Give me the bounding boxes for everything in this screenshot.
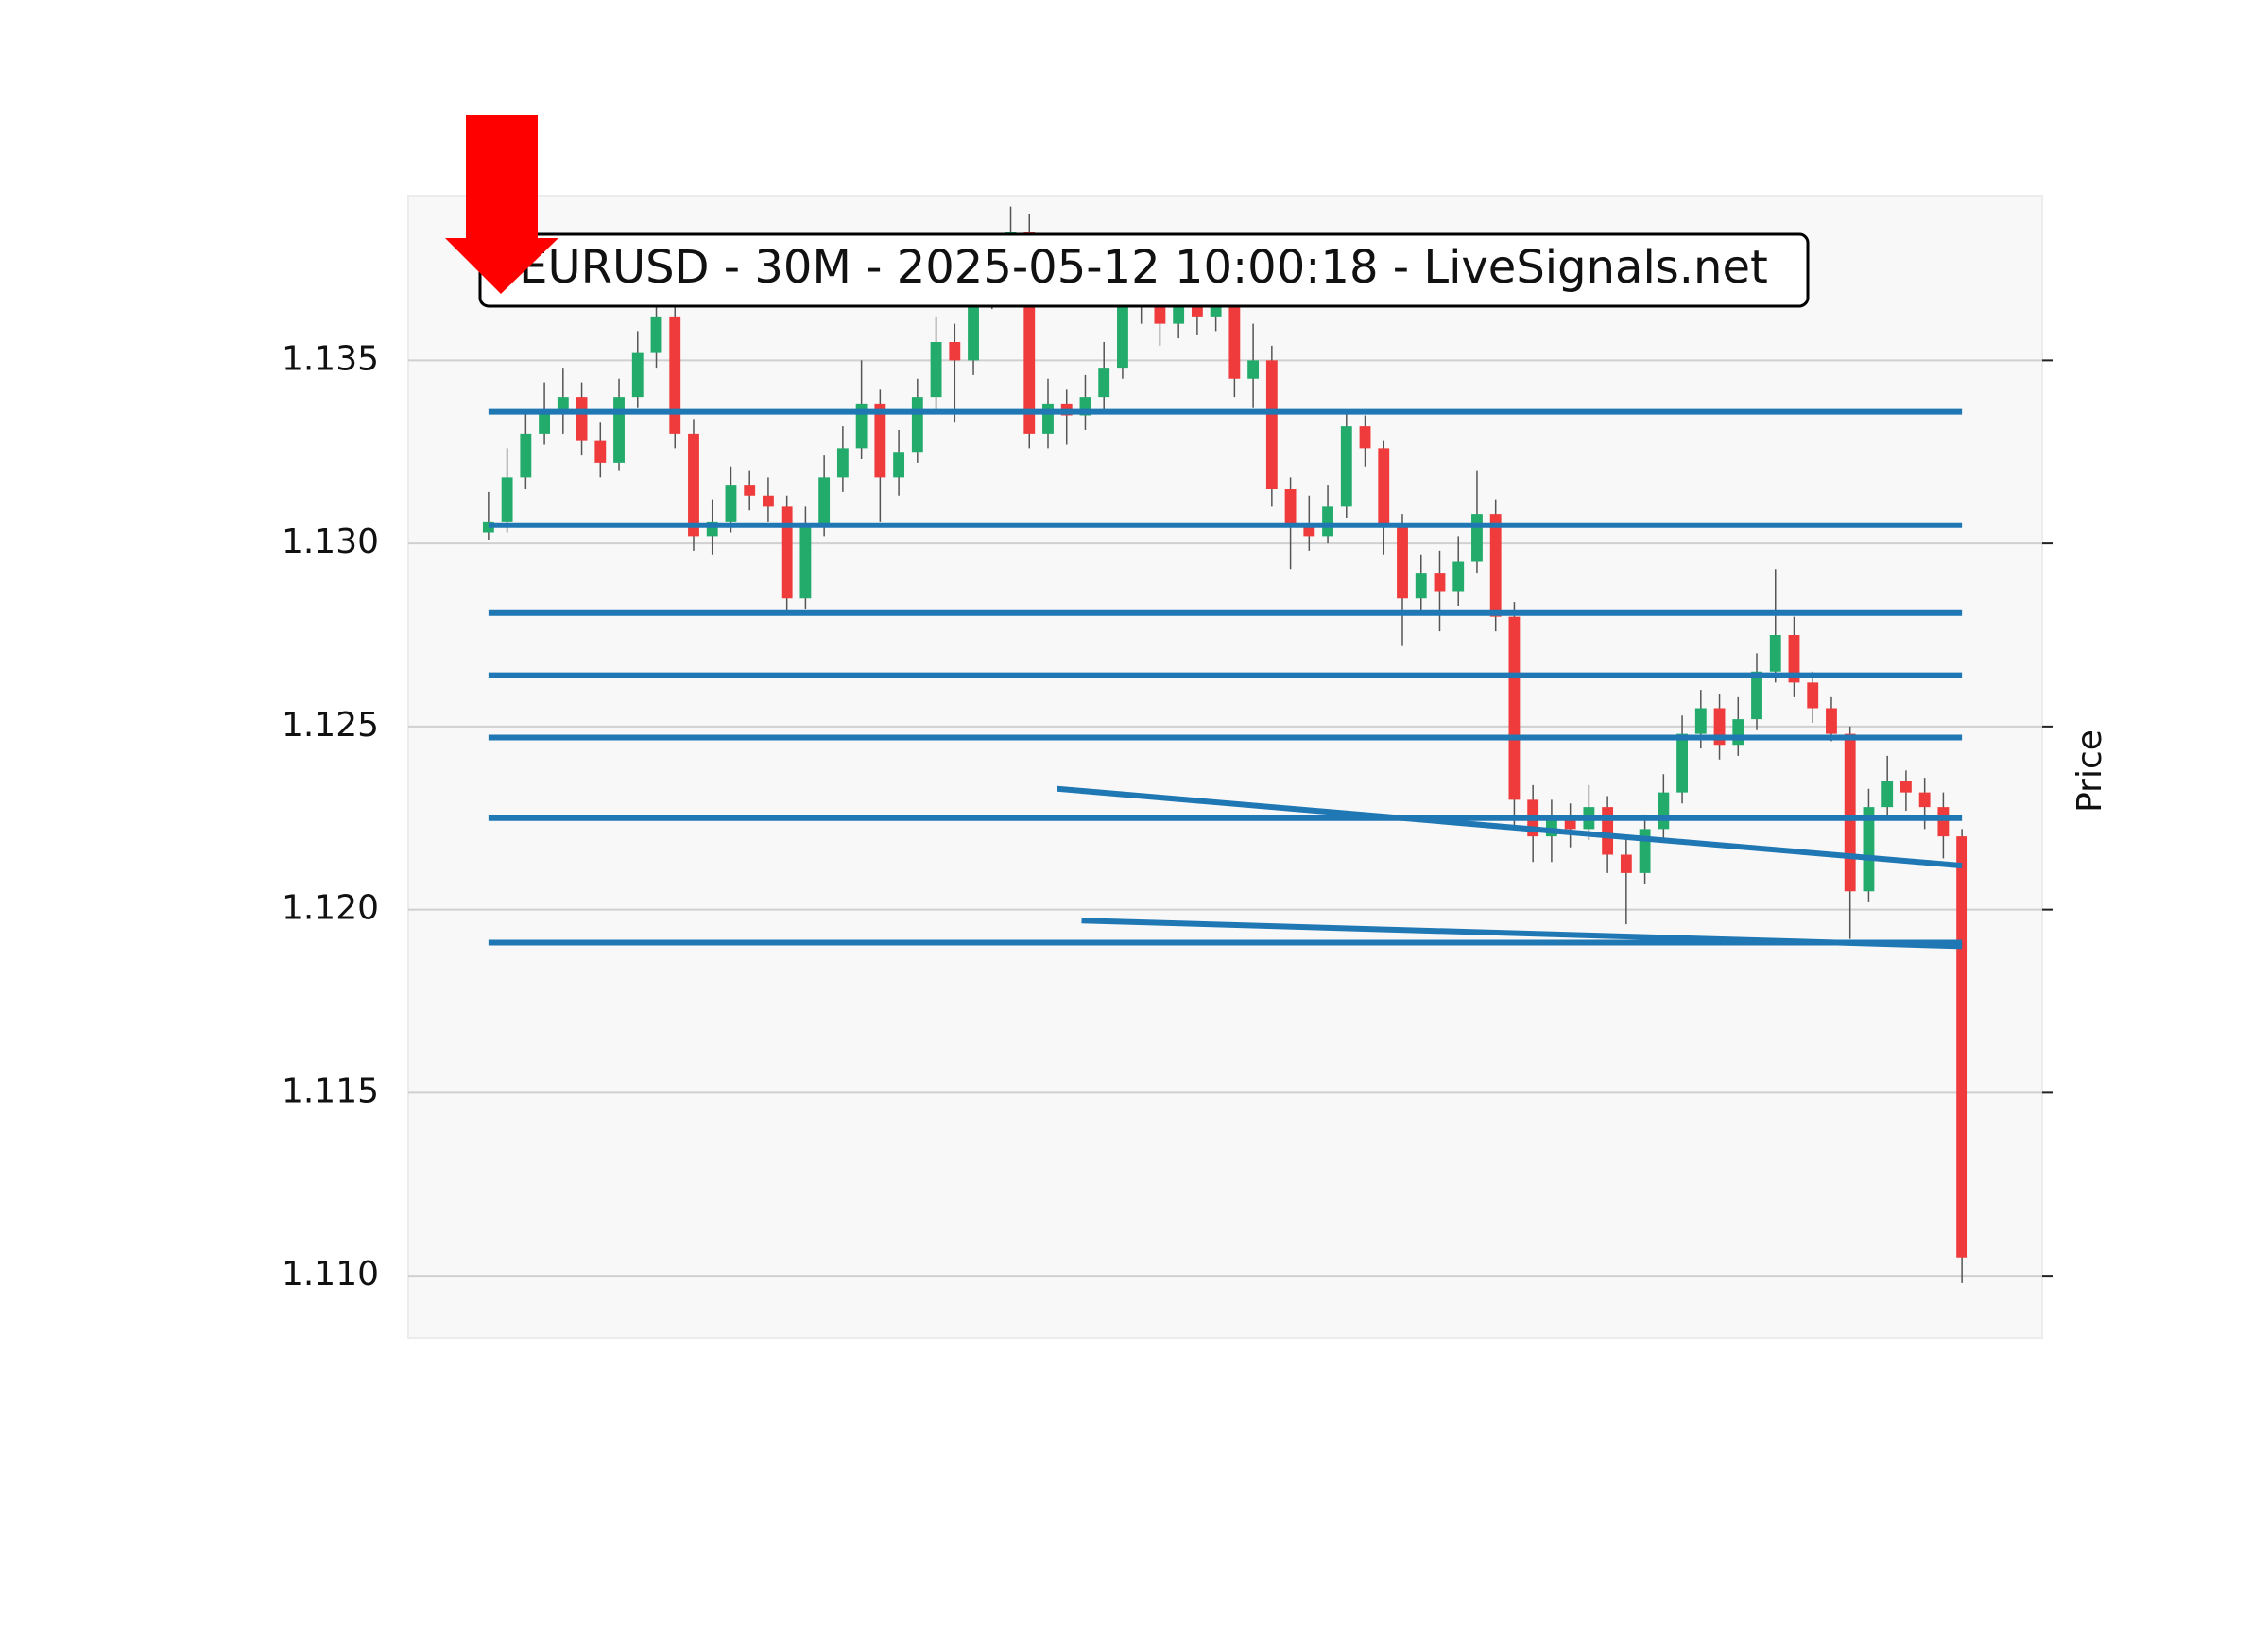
candle-body — [1023, 232, 1036, 434]
candle-body — [1545, 817, 1557, 837]
y-tick-label: 1.130 — [282, 523, 379, 561]
candle-body — [1284, 489, 1297, 525]
candle-body — [763, 495, 774, 507]
candle-body — [1863, 807, 1875, 892]
candle-body — [1620, 854, 1632, 873]
candle-body — [1471, 514, 1483, 562]
candle-body — [1415, 573, 1427, 599]
candle-body — [1210, 305, 1222, 317]
candle-body — [836, 448, 849, 478]
candle-body — [1042, 403, 1054, 434]
candle-body — [1807, 682, 1819, 709]
arrow-head — [445, 238, 558, 294]
candle-body — [1676, 733, 1688, 793]
candle-body — [1322, 506, 1333, 537]
candle-body — [1191, 305, 1203, 317]
candle-body — [706, 521, 718, 537]
plot-area — [407, 195, 2043, 1339]
y-tick-label: 1.115 — [282, 1072, 379, 1110]
candle-body — [1826, 708, 1837, 734]
candle-body — [1228, 305, 1241, 379]
candle-body — [911, 397, 923, 453]
candle-body — [501, 477, 513, 522]
candle-body — [1340, 426, 1352, 507]
candle-body — [1918, 792, 1931, 808]
candle-body — [1452, 561, 1465, 592]
candle-body — [1639, 829, 1651, 873]
candle-body — [1769, 635, 1781, 672]
candle-body — [949, 342, 961, 361]
trend-line — [1057, 785, 1963, 869]
candle-body — [893, 452, 905, 478]
candle-body — [930, 342, 942, 398]
arrow-shaft — [466, 115, 538, 240]
candle-body — [1173, 305, 1185, 324]
y-tick-label: 1.135 — [282, 339, 379, 378]
chart-title: EURUSD - 30M - 2025-05-12 10:00:18 - Liv… — [519, 241, 1768, 294]
candle-body — [1098, 368, 1110, 398]
candle-body — [968, 294, 979, 361]
y-tick-label: 1.120 — [282, 889, 379, 928]
candle-body — [576, 397, 588, 441]
candle-body — [650, 316, 662, 353]
candle-body — [1265, 360, 1278, 489]
candle-body — [1881, 781, 1894, 808]
candle-body — [1397, 524, 1408, 599]
candle-body — [1937, 807, 1950, 837]
candle-body — [688, 433, 699, 537]
candle-body — [669, 316, 681, 434]
candle-body — [1378, 448, 1390, 525]
candle-body — [1899, 781, 1912, 793]
overlay: EURUSD - 30M - 2025-05-12 10:00:18 - Liv… — [445, 115, 2109, 813]
trend-line — [1081, 918, 1963, 950]
candle-body — [744, 485, 756, 496]
candle-body — [1732, 719, 1744, 746]
candle-body — [1508, 616, 1521, 800]
candle-body — [1489, 514, 1502, 617]
candle-body — [799, 524, 812, 599]
y-tick-label: 1.125 — [282, 706, 379, 745]
candle-body — [1844, 733, 1856, 892]
candle-body — [1247, 360, 1260, 379]
candle-body — [1658, 792, 1670, 830]
candle-body — [781, 506, 793, 599]
candle-body — [1564, 817, 1576, 830]
candle-body — [557, 397, 569, 412]
candle-body — [594, 440, 607, 463]
candle-body — [1602, 807, 1614, 855]
candle-body — [1751, 671, 1762, 720]
candle-body — [725, 485, 737, 522]
candle-body — [1359, 426, 1371, 449]
candle-body — [1713, 708, 1726, 746]
candle-body — [539, 411, 551, 434]
candle-body — [874, 403, 886, 478]
plot — [482, 206, 1968, 1283]
candle-body — [631, 352, 644, 398]
candle-body — [1154, 294, 1166, 324]
y-tick-label: 1.110 — [282, 1255, 379, 1294]
candle-body — [613, 397, 625, 463]
candle-body — [482, 521, 494, 533]
candle-body — [818, 477, 831, 525]
candle-body — [1788, 635, 1800, 683]
candle-body — [520, 433, 532, 478]
candle-body — [855, 403, 868, 449]
y-axis-label: Price — [2070, 729, 2109, 813]
candle-body — [1079, 397, 1091, 416]
candle-body — [1434, 573, 1446, 592]
candle-body — [1303, 524, 1315, 537]
grid: 1.110 1.115 1.120 1.125 1.130 1.135 — [282, 339, 2053, 1294]
candle-body — [1694, 708, 1707, 734]
candle-body — [1117, 305, 1128, 369]
candle-body — [1956, 836, 1968, 1258]
